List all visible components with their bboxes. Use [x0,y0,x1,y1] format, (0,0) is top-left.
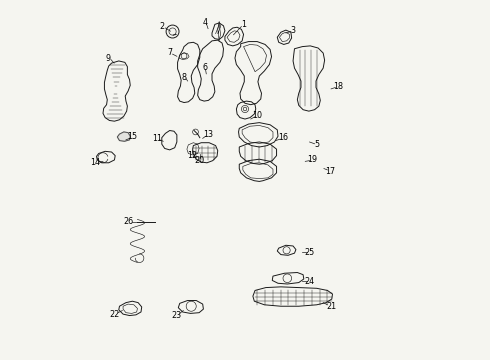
Text: 4: 4 [203,18,208,27]
Text: 19: 19 [307,156,318,165]
Text: 16: 16 [278,133,288,142]
Text: 23: 23 [172,311,182,320]
Text: 10: 10 [252,111,262,120]
Text: 7: 7 [167,48,172,57]
Text: 8: 8 [181,73,187,82]
Text: 17: 17 [325,167,336,176]
Text: 6: 6 [202,63,207,72]
Text: 15: 15 [127,132,138,141]
Text: 11: 11 [152,134,162,143]
Text: 24: 24 [304,276,315,285]
Text: 9: 9 [105,54,111,63]
Text: 25: 25 [304,248,315,257]
Text: 22: 22 [109,310,120,319]
Text: 3: 3 [291,26,296,35]
Text: 20: 20 [195,156,205,165]
Text: 1: 1 [241,19,245,28]
Text: 18: 18 [333,82,343,91]
Text: 2: 2 [159,22,164,31]
Text: 21: 21 [326,302,336,311]
Text: 5: 5 [314,140,319,149]
Text: 14: 14 [90,158,100,167]
Text: 12: 12 [187,151,197,160]
Polygon shape [117,132,130,141]
Text: 13: 13 [203,130,213,139]
Text: 26: 26 [124,217,134,226]
